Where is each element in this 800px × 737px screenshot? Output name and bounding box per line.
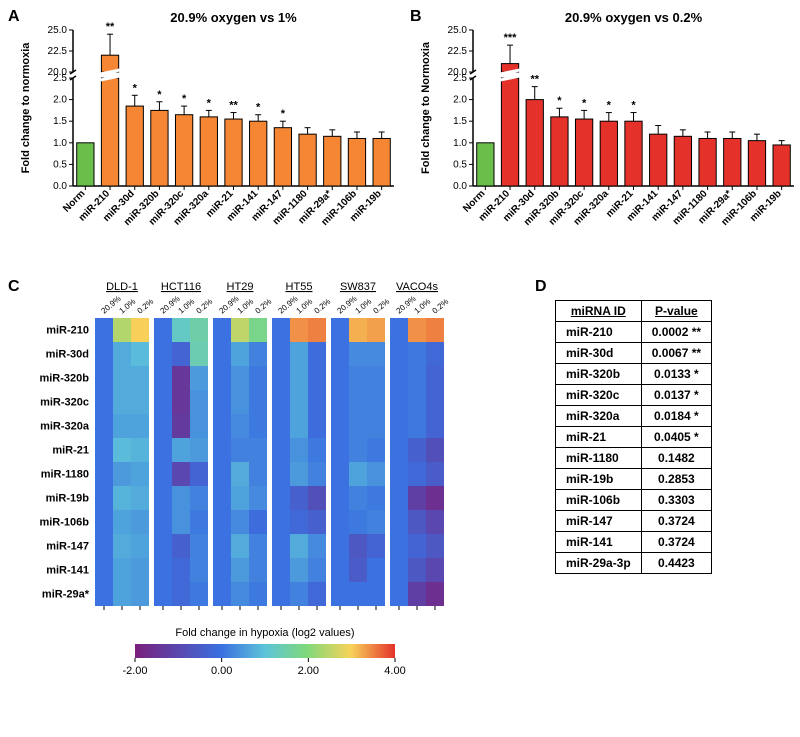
svg-text:VACO4s: VACO4s: [396, 281, 438, 293]
svg-text:*: *: [157, 89, 162, 101]
svg-text:0.5: 0.5: [453, 159, 467, 170]
table-row: miR-210.0405 *: [556, 427, 712, 448]
table-header: P-value: [641, 301, 711, 322]
svg-text:2.0: 2.0: [53, 95, 67, 106]
svg-text:*: *: [557, 95, 562, 107]
svg-text:0.2%: 0.2%: [195, 297, 215, 316]
table-row: miR-29a-3p0.4423: [556, 553, 712, 574]
svg-text:**: **: [106, 21, 115, 33]
svg-text:0.2%: 0.2%: [254, 297, 274, 316]
svg-text:2.00: 2.00: [298, 665, 319, 677]
panel-a: 20.9% oxygen vs 1% Fold change to normoxi…: [15, 8, 400, 258]
table-row: miR-320c0.0137 *: [556, 385, 712, 406]
svg-text:miR-320a: miR-320a: [40, 421, 90, 433]
svg-text:*: *: [207, 97, 212, 109]
svg-text:1.5: 1.5: [53, 116, 67, 127]
svg-text:20.9%: 20.9%: [395, 294, 418, 315]
panel-d: miRNA IDP-valuemiR-2100.0002 **miR-30d0.…: [555, 300, 712, 574]
svg-text:miR-29a*: miR-29a*: [42, 589, 90, 601]
table-row: miR-320a0.0184 *: [556, 406, 712, 427]
table-row: miR-11800.1482: [556, 448, 712, 469]
panel-c-svg: DLD-120.9%1.0%0.2%HCT11620.9%1.0%0.2%HT2…: [15, 278, 515, 728]
svg-text:miR-30d: miR-30d: [46, 349, 89, 361]
svg-text:miR-141: miR-141: [46, 565, 89, 577]
svg-text:miR-320b: miR-320b: [39, 373, 89, 385]
svg-text:20.9% oxygen vs 1%: 20.9% oxygen vs 1%: [170, 10, 297, 25]
svg-text:0.2%: 0.2%: [372, 297, 392, 316]
svg-text:*: *: [631, 100, 636, 112]
svg-text:*: *: [582, 97, 587, 109]
table-header: miRNA ID: [556, 301, 642, 322]
svg-text:miR-19b: miR-19b: [46, 493, 90, 505]
svg-text:Fold change in hypoxia (log2 v: Fold change in hypoxia (log2 values): [175, 627, 354, 639]
table-row: miR-320b0.0133 *: [556, 364, 712, 385]
table-row: miR-2100.0002 **: [556, 322, 712, 343]
pvalue-table: miRNA IDP-valuemiR-2100.0002 **miR-30d0.…: [555, 300, 712, 574]
svg-text:0.0: 0.0: [53, 181, 67, 192]
svg-text:miR-21: miR-21: [52, 445, 89, 457]
svg-text:0.2%: 0.2%: [136, 297, 156, 316]
svg-text:HT55: HT55: [286, 281, 313, 293]
panel-b: 20.9% oxygen vs 0.2% Fold change to Normo…: [415, 8, 800, 258]
svg-text:20.9%: 20.9%: [218, 294, 241, 315]
svg-text:HT29: HT29: [227, 281, 254, 293]
table-row: miR-1410.3724: [556, 532, 712, 553]
svg-text:20.0: 20.0: [448, 67, 468, 78]
panel-c: DLD-120.9%1.0%0.2%HCT11620.9%1.0%0.2%HT2…: [15, 278, 515, 728]
svg-text:25.0: 25.0: [48, 25, 68, 36]
svg-text:**: **: [530, 74, 539, 86]
svg-text:miR-210: miR-210: [46, 325, 89, 337]
svg-text:20.9%: 20.9%: [277, 294, 300, 315]
svg-text:*: *: [182, 93, 187, 105]
svg-text:22.5: 22.5: [48, 46, 68, 57]
svg-text:20.9% oxygen vs 0.2%: 20.9% oxygen vs 0.2%: [565, 10, 703, 25]
svg-text:HCT116: HCT116: [161, 281, 201, 293]
svg-text:***: ***: [504, 32, 518, 44]
svg-text:miR-320c: miR-320c: [40, 397, 89, 409]
svg-text:0.00: 0.00: [211, 665, 232, 677]
svg-text:**: **: [229, 100, 238, 112]
svg-text:20.0: 20.0: [48, 67, 68, 78]
table-row: miR-106b0.3303: [556, 490, 712, 511]
svg-text:0.2%: 0.2%: [431, 297, 451, 316]
figure-container: { "panelA": { "label": "A", "title": "20…: [0, 0, 800, 737]
svg-text:1.0: 1.0: [53, 138, 67, 149]
svg-text:Fold change to normoxia: Fold change to normoxia: [20, 42, 32, 174]
svg-text:*: *: [607, 100, 612, 112]
panel-b-svg: 20.9% oxygen vs 0.2% Fold change to Normo…: [415, 8, 800, 258]
svg-text:SW837: SW837: [340, 281, 376, 293]
table-row: miR-1470.3724: [556, 511, 712, 532]
svg-text:*: *: [133, 82, 138, 94]
svg-text:20.9%: 20.9%: [159, 294, 182, 315]
svg-text:*: *: [256, 102, 261, 114]
svg-text:*: *: [281, 108, 286, 120]
svg-text:0.0: 0.0: [453, 181, 467, 192]
svg-text:miR-147: miR-147: [46, 541, 89, 553]
svg-text:25.0: 25.0: [448, 25, 468, 36]
svg-text:miR-106b: miR-106b: [39, 517, 89, 529]
svg-text:miR-1180: miR-1180: [41, 469, 89, 481]
svg-text:Fold change to Normoxia: Fold change to Normoxia: [420, 41, 432, 174]
svg-text:20.9%: 20.9%: [100, 294, 123, 315]
svg-text:2.0: 2.0: [453, 95, 467, 106]
table-row: miR-30d0.0067 **: [556, 343, 712, 364]
svg-text:1.5: 1.5: [453, 116, 467, 127]
panel-a-svg: 20.9% oxygen vs 1% Fold change to normoxi…: [15, 8, 400, 258]
svg-text:22.5: 22.5: [448, 46, 468, 57]
svg-text:0.2%: 0.2%: [313, 297, 333, 316]
panel-d-label: D: [535, 278, 547, 296]
svg-text:1.0: 1.0: [453, 138, 467, 149]
svg-text:DLD-1: DLD-1: [106, 281, 138, 293]
svg-text:4.00: 4.00: [384, 665, 405, 677]
svg-text:20.9%: 20.9%: [336, 294, 359, 315]
svg-text:0.5: 0.5: [53, 159, 67, 170]
table-row: miR-19b0.2853: [556, 469, 712, 490]
svg-text:-2.00: -2.00: [122, 665, 147, 677]
